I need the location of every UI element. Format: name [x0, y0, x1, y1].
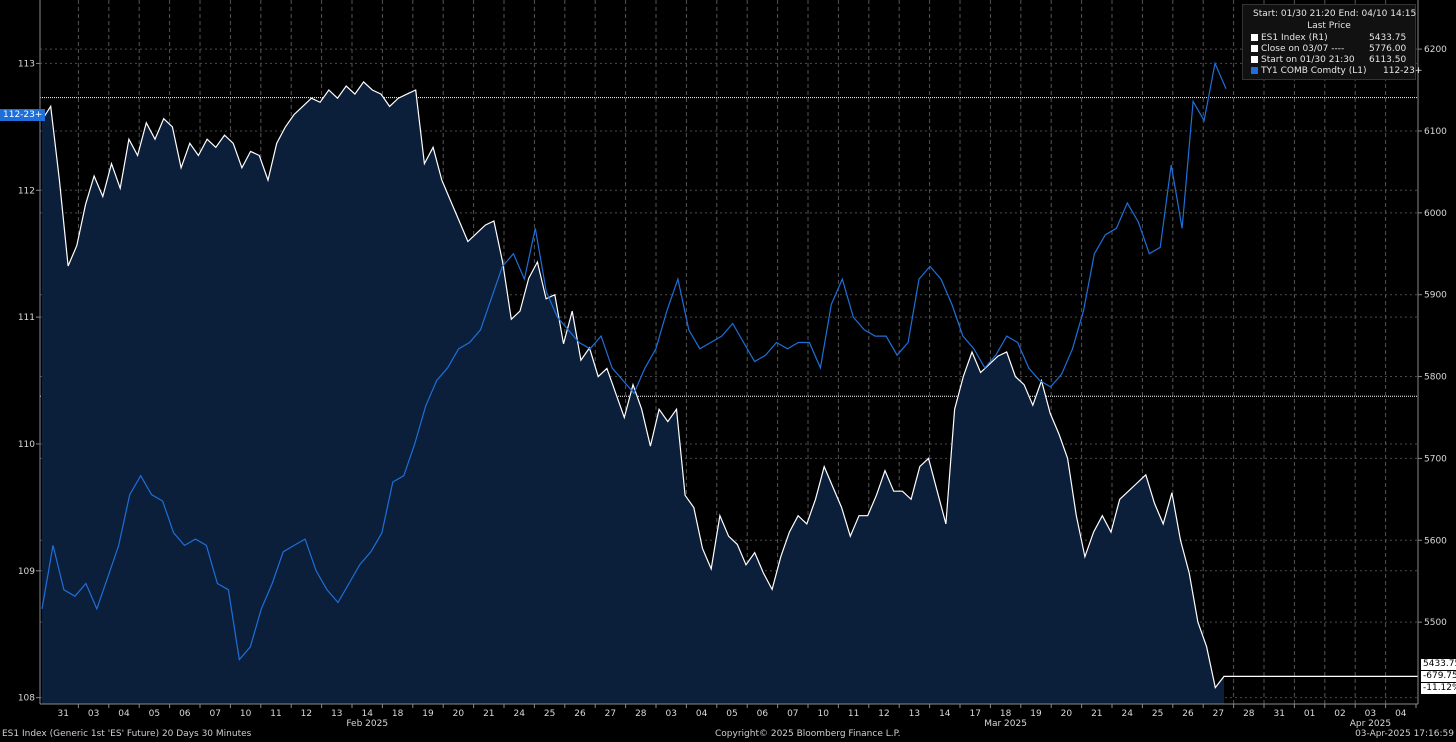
y-right-tick-label: 5800 [1424, 373, 1447, 383]
x-tick-label: 04 [118, 709, 130, 719]
x-tick-label: 28 [1243, 709, 1255, 719]
x-tick-label: 12 [878, 709, 889, 719]
footer-timestamp: 03-Apr-2025 17:16:59 [1355, 729, 1454, 739]
right-last-value-tag: 5433.75 [1421, 659, 1456, 670]
x-tick-label: 05 [726, 709, 737, 719]
y-left-tick-label: 111 [18, 313, 35, 323]
legend-value: 112-23+ [1383, 66, 1423, 76]
x-tick-label: 06 [757, 709, 769, 719]
x-tick-label: 27 [605, 709, 616, 719]
legend-label: Close on 03/07 ---- [1261, 44, 1345, 54]
footer-copyright: Copyright© 2025 Bloomberg Finance L.P. [715, 729, 901, 739]
y-left-tick-label: 113 [18, 59, 35, 69]
legend-value: 5433.75 [1369, 33, 1407, 43]
x-tick-label: 24 [513, 709, 525, 719]
x-tick-label: 14 [939, 709, 951, 719]
x-tick-label: 25 [544, 709, 555, 719]
x-tick-label: 19 [1030, 709, 1042, 719]
x-tick-label: 13 [909, 709, 920, 719]
x-tick-label: 24 [1121, 709, 1133, 719]
es1-line [41, 80, 1418, 689]
ty1-line [41, 61, 1227, 661]
x-tick-label: 31 [1273, 709, 1284, 719]
x-tick-label: 03 [88, 709, 99, 719]
x-tick-label: 04 [1395, 709, 1407, 719]
legend-swatch [1251, 67, 1258, 74]
x-tick-label: 21 [483, 709, 494, 719]
x-tick-label: 28 [635, 709, 647, 719]
legend-label: Start on 01/30 21:30 [1261, 55, 1355, 65]
x-tick-label: 13 [331, 709, 342, 719]
x-tick-label: 20 [453, 709, 465, 719]
x-tick-label: 06 [179, 709, 191, 719]
x-month-label: Feb 2025 [346, 719, 388, 729]
y-right-tick-label: 5700 [1424, 454, 1447, 464]
x-tick-label: 27 [1213, 709, 1224, 719]
legend-subheader: Last Price [1307, 21, 1351, 31]
legend-swatch [1251, 34, 1258, 41]
x-tick-label: 20 [1061, 709, 1073, 719]
legend-value: 6113.50 [1369, 55, 1407, 65]
x-tick-label: 03 [665, 709, 676, 719]
x-tick-label: 26 [1182, 709, 1194, 719]
right-change-tag: -679.75 [1421, 671, 1456, 682]
x-tick-label: 21 [1091, 709, 1102, 719]
y-left-tick-label: 109 [18, 567, 35, 577]
y-right-tick-label: 5900 [1424, 291, 1447, 301]
x-tick-label: 18 [392, 709, 404, 719]
legend-label: ES1 Index (R1) [1261, 33, 1328, 43]
x-tick-label: 10 [240, 709, 252, 719]
x-tick-label: 11 [848, 709, 859, 719]
x-tick-label: 25 [1152, 709, 1163, 719]
x-tick-label: 31 [57, 709, 68, 719]
x-tick-label: 19 [422, 709, 434, 719]
y-left-tick-label: 108 [18, 694, 35, 704]
y-right-tick-label: 6200 [1424, 45, 1447, 55]
y-right-tick-label: 6000 [1424, 209, 1447, 219]
x-month-label: Apr 2025 [1350, 719, 1391, 729]
x-tick-label: 18 [1000, 709, 1012, 719]
y-right-tick-label: 6100 [1424, 127, 1447, 137]
y-right-tick-label: 5500 [1424, 618, 1447, 628]
x-tick-label: 07 [787, 709, 798, 719]
x-tick-label: 02 [1334, 709, 1345, 719]
x-tick-label: 10 [817, 709, 829, 719]
legend-swatch [1251, 45, 1258, 52]
x-tick-label: 05 [149, 709, 160, 719]
y-right-tick-label: 5600 [1424, 536, 1447, 546]
x-tick-label: 14 [361, 709, 373, 719]
y-left-tick-label: 110 [18, 440, 35, 450]
x-tick-label: 11 [270, 709, 281, 719]
reference-lines [40, 97, 1418, 397]
x-tick-label: 17 [969, 709, 980, 719]
x-tick-label: 01 [1304, 709, 1315, 719]
x-tick-label: 04 [696, 709, 708, 719]
footer-series-description: ES1 Index (Generic 1st 'ES' Future) 20 D… [2, 729, 252, 739]
x-tick-label: 26 [574, 709, 586, 719]
x-tick-label: 12 [301, 709, 312, 719]
axes: 31 03 04 05 06 07 10 11 12 13 14 18 19 20 21 24 25 26 27 28… [18, 0, 1447, 729]
legend-box[interactable]: Start: 01/30 21:20 End: 04/10 14:15 Last… [1242, 4, 1422, 80]
left-last-value-tag: 112-23+ [0, 109, 46, 121]
legend-value: 5776.00 [1369, 44, 1407, 54]
x-tick-label: 07 [209, 709, 220, 719]
legend-row-ty1[interactable]: TY1 COMB Comdty (L1) 112-23+ [1251, 66, 1422, 77]
y-left-tick-label: 112 [18, 186, 35, 196]
legend-label: TY1 COMB Comdty (L1) [1261, 66, 1367, 76]
legend-row-close[interactable]: Close on 03/07 ---- 5776.00 [1251, 44, 1406, 55]
legend-row-es1[interactable]: ES1 Index (R1) 5433.75 [1251, 33, 1406, 44]
right-pct-tag: -11.12% [1421, 683, 1456, 694]
legend-swatch [1251, 56, 1258, 63]
series-layer [41, 61, 1418, 704]
x-month-label: Mar 2025 [984, 719, 1027, 729]
legend-header: Start: 01/30 21:20 End: 04/10 14:15 [1253, 9, 1417, 19]
x-tick-label: 03 [1365, 709, 1376, 719]
legend-row-start[interactable]: Start on 01/30 21:30 6113.50 [1251, 55, 1406, 66]
